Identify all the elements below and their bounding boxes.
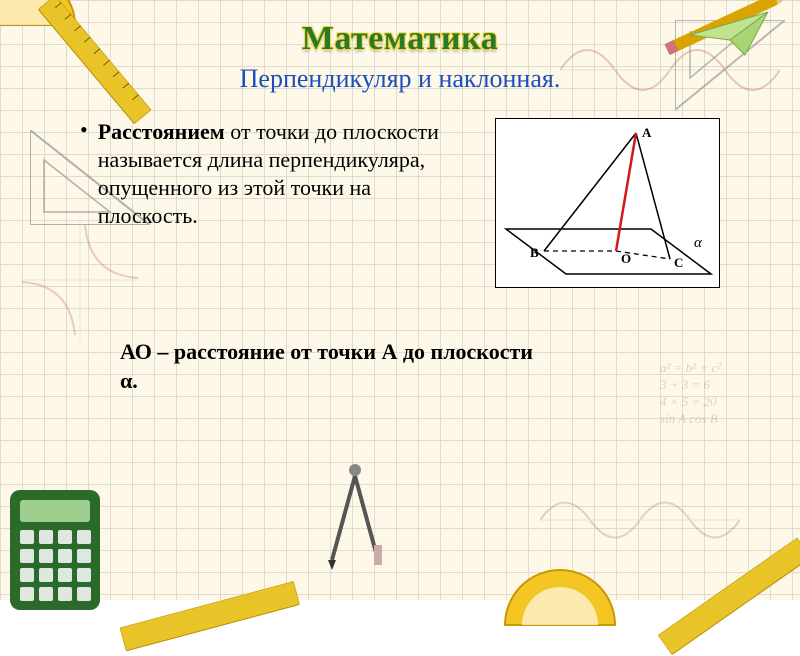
definition-bullet: • Расстоянием от точки до плоскости назы… [80, 118, 475, 231]
definition-term: Расстоянием [98, 119, 225, 144]
slide: a² = b² + c²3 + 3 = 64 × 5 = 20sin A cos… [0, 0, 800, 600]
summary-line2: α. [120, 368, 138, 393]
geometry-diagram: A B C Oα [495, 118, 720, 288]
svg-text:O: O [621, 251, 631, 266]
slide-content: Математика Перпендикуляр и наклонная. • … [0, 0, 800, 600]
svg-text:α: α [694, 235, 703, 251]
page-title: Математика [80, 20, 720, 58]
svg-text:B: B [530, 245, 539, 260]
body-row: • Расстоянием от точки до плоскости назы… [80, 118, 720, 288]
subtitle: Перпендикуляр и наклонная. [80, 64, 720, 94]
summary-line1: АО – расстояние от точки А до плоскости [120, 339, 533, 364]
diagram-svg: A B C Oα [496, 119, 721, 289]
bullet-marker: • [80, 118, 88, 231]
svg-text:A: A [642, 125, 652, 140]
definition-text: Расстоянием от точки до плоскости называ… [98, 118, 475, 231]
svg-text:C: C [674, 255, 683, 270]
summary-text: АО – расстояние от точки А до плоскости … [120, 338, 720, 395]
